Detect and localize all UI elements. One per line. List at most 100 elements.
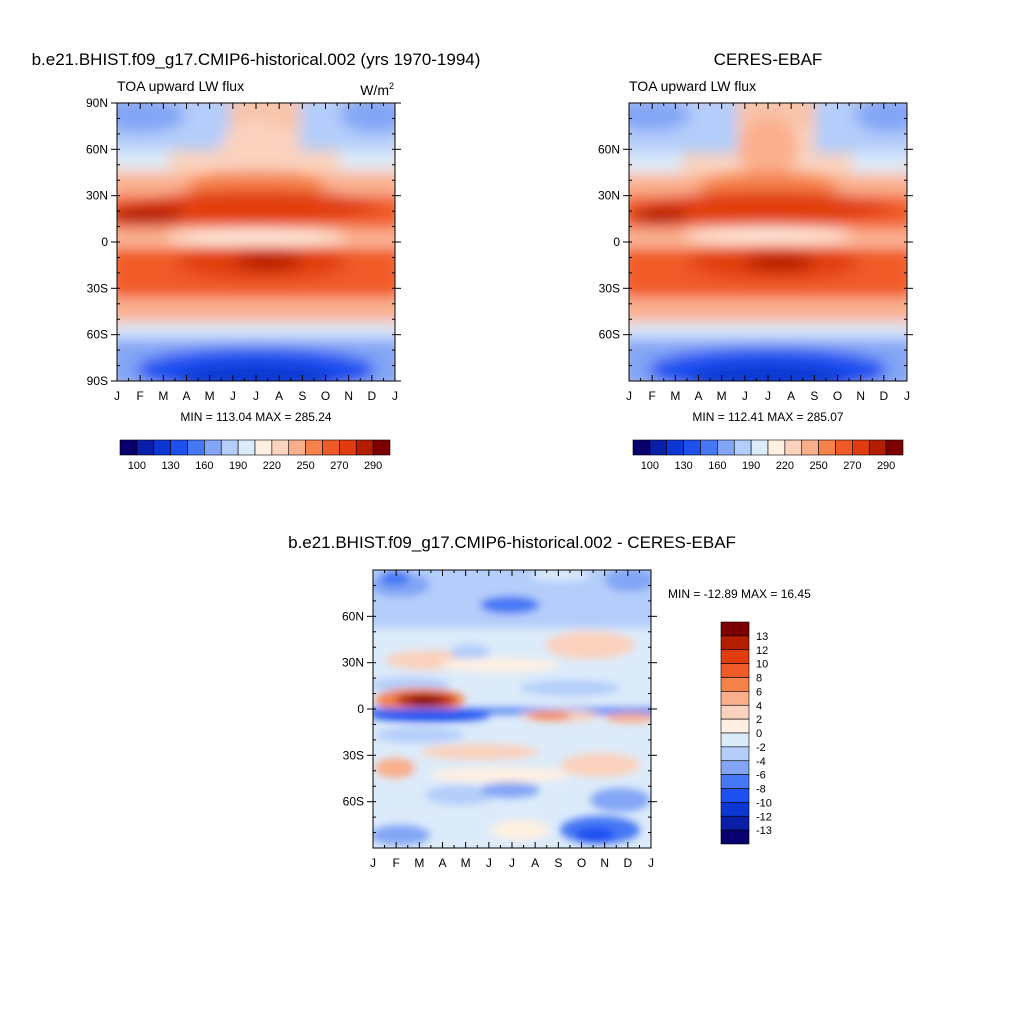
x-tick-label: J: [765, 389, 771, 403]
y-tick-label: 30N: [598, 189, 620, 203]
colorbar-box: [136, 439, 155, 456]
panel-obs-stats: MIN = 112.41 MAX = 285.07: [692, 410, 844, 424]
colorbar-box: [720, 774, 750, 789]
x-tick-label: A: [531, 856, 539, 870]
y-tick-label: 60S: [343, 795, 364, 809]
colorbar-box: [720, 691, 750, 706]
colorbar-label: 290: [877, 460, 895, 472]
colorbar-box: [720, 704, 750, 720]
panel-model-stats: MIN = 113.04 MAX = 285.24: [180, 410, 332, 424]
colorbar-box: [322, 439, 340, 456]
colorbar-label: 220: [263, 460, 281, 472]
x-tick-label: M: [414, 856, 424, 870]
units-base: W/m: [360, 82, 389, 98]
colorbar-box: [720, 718, 750, 734]
panel-diff-plot: [373, 570, 651, 848]
x-tick-label: N: [344, 389, 353, 403]
colorbar-box: [720, 788, 750, 803]
colorbar-box: [237, 439, 256, 456]
colorbar-label: -10: [756, 797, 772, 809]
y-tick-label: 60N: [342, 609, 364, 623]
x-tick-label: J: [486, 856, 492, 870]
x-tick-label: O: [833, 389, 842, 403]
x-tick-label: J: [392, 389, 398, 403]
colorbar-label: 12: [756, 645, 768, 657]
x-tick-label: J: [370, 856, 376, 870]
colorbar-box: [220, 439, 239, 456]
x-tick-label: N: [600, 856, 609, 870]
x-tick-label: M: [461, 856, 471, 870]
colorbar-box: [767, 439, 786, 456]
x-tick-label: N: [856, 389, 865, 403]
x-tick-label: D: [623, 856, 632, 870]
x-tick-label: J: [742, 389, 748, 403]
colorbar-label: -13: [756, 825, 772, 837]
colorbar-label: 100: [128, 460, 146, 472]
colorbar-box: [720, 746, 750, 762]
panel-model-colorbar: 100 130 160 190 220 250 270 290: [119, 439, 391, 472]
y-tick-label: 30S: [343, 748, 364, 762]
colorbar-label: -6: [756, 770, 766, 782]
colorbar-label: 10: [756, 659, 768, 671]
y-tick-label: 60S: [599, 328, 620, 342]
colorbar-box: [683, 439, 701, 456]
colorbar-box: [720, 635, 750, 651]
colorbar-label: 190: [229, 460, 247, 472]
colorbar-box: [254, 439, 273, 456]
x-tick-label: J: [114, 389, 120, 403]
colorbar-box: [733, 439, 752, 456]
y-tick-label: 30S: [599, 281, 620, 295]
colorbar-box: [720, 829, 750, 845]
colorbar-box: [720, 760, 750, 775]
colorbar-box: [187, 439, 205, 456]
colorbar-box: [288, 439, 306, 456]
x-tick-label: O: [577, 856, 586, 870]
colorbar-box: [170, 439, 188, 456]
panel-obs-plot: [629, 103, 907, 381]
panel-obs: CERES-EBAF TOA upward LW flux: [598, 50, 913, 472]
panel-diff-title: b.e21.BHIST.f09_g17.CMIP6-historical.002…: [288, 533, 736, 552]
colorbar-box: [750, 439, 769, 456]
x-tick-label: J: [626, 389, 632, 403]
y-tick-label: 60N: [598, 142, 620, 156]
panel-model-left-title: TOA upward LW flux: [117, 78, 244, 94]
x-tick-label: M: [670, 389, 680, 403]
x-tick-label: F: [136, 389, 143, 403]
y-tick-label: 30N: [342, 656, 364, 670]
x-tick-label: F: [392, 856, 399, 870]
x-tick-label: S: [298, 389, 306, 403]
x-tick-label: A: [438, 856, 446, 870]
y-tick-label: 60S: [87, 328, 108, 342]
colorbar-box: [720, 663, 750, 678]
colorbar-box: [720, 802, 750, 817]
panel-diff-stats: MIN = -12.89 MAX = 16.45: [668, 587, 811, 601]
y-tick-label: 30S: [87, 281, 108, 295]
colorbar-label: 250: [296, 460, 314, 472]
panel-model-plot: [117, 103, 395, 381]
colorbar-box: [339, 439, 357, 456]
y-tick-label: 90N: [86, 96, 108, 110]
colorbar-box: [649, 439, 668, 456]
colorbar-box: [784, 439, 803, 456]
colorbar-label: 190: [742, 460, 760, 472]
x-tick-label: M: [205, 389, 215, 403]
colorbar-label: 0: [756, 728, 762, 740]
colorbar-box: [153, 439, 171, 456]
x-tick-label: O: [321, 389, 330, 403]
colorbar-box: [204, 439, 222, 456]
colorbar-box: [372, 439, 391, 456]
x-tick-label: M: [158, 389, 168, 403]
colorbar-label: -2: [756, 742, 766, 754]
y-tick-label: 30N: [86, 189, 108, 203]
panel-model-title: b.e21.BHIST.f09_g17.CMIP6-historical.002…: [32, 50, 481, 69]
colorbar-label: 6: [756, 686, 762, 698]
y-tick-label: 0: [357, 702, 364, 716]
colorbar-label: 100: [641, 460, 659, 472]
x-tick-label: A: [275, 389, 283, 403]
colorbar-box: [271, 439, 290, 456]
colorbar-box: [835, 439, 853, 456]
colorbar-box: [119, 439, 138, 456]
panel-diff-colorbar: 13 12 10 86 4 2 0 -2 -4 -6 -8-10 -12 -13: [720, 621, 772, 845]
